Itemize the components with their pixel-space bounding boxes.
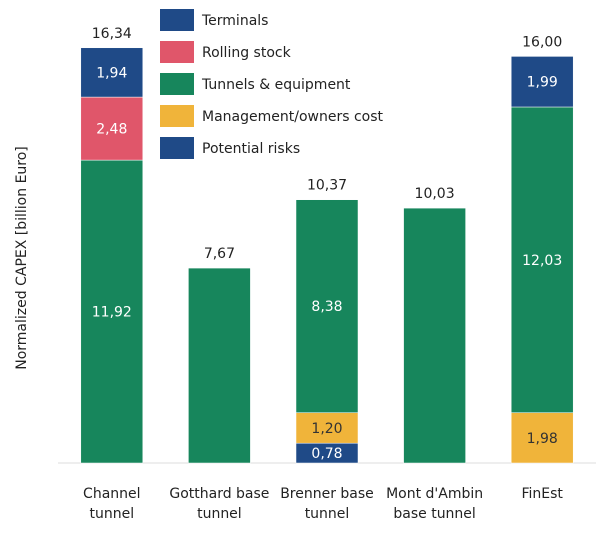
x-tick-label: Mont d'Ambin base tunnel bbox=[386, 486, 484, 522]
total-label: 10,03 bbox=[415, 186, 455, 202]
x-tick-label: Channel tunnel bbox=[83, 486, 141, 522]
legend-label: Terminals bbox=[201, 13, 268, 29]
legend-label: Rolling stock bbox=[202, 45, 292, 61]
segment-label: 2,48 bbox=[96, 122, 127, 138]
segment-label: 11,92 bbox=[92, 305, 132, 321]
bar-segment bbox=[510, 56, 574, 108]
legend-swatch bbox=[160, 137, 194, 159]
segment-label: 0,78 bbox=[311, 446, 342, 462]
bar-segment bbox=[295, 412, 359, 444]
segment-label: 1,20 bbox=[311, 421, 342, 437]
bar-segment bbox=[510, 412, 574, 464]
segment-label: 12,03 bbox=[522, 253, 562, 269]
legend-swatch bbox=[160, 41, 194, 63]
legend-swatch bbox=[160, 73, 194, 95]
segment-label: 1,99 bbox=[527, 75, 558, 91]
segment-label: 1,98 bbox=[527, 431, 558, 447]
x-tick-label: Brenner base tunnel bbox=[280, 486, 374, 522]
x-tick-label: FinEst bbox=[521, 486, 563, 502]
bar-segment bbox=[80, 47, 144, 98]
bar-segment bbox=[188, 267, 251, 464]
legend-label: Management/owners cost bbox=[202, 109, 383, 125]
legend-label: Potential risks bbox=[202, 141, 300, 157]
bar-segment bbox=[80, 159, 144, 464]
segment-label: 1,94 bbox=[96, 65, 127, 81]
bar-segment bbox=[403, 207, 466, 464]
y-axis-label: Normalized CAPEX [billion Euro] bbox=[14, 146, 30, 370]
bar-segment bbox=[80, 96, 144, 161]
legend-swatch bbox=[160, 9, 194, 31]
bar-segment bbox=[295, 199, 359, 413]
total-label: 10,37 bbox=[307, 177, 347, 193]
bar-segment bbox=[510, 106, 574, 413]
total-label: 7,67 bbox=[204, 246, 235, 262]
x-tick-label: Gotthard base tunnel bbox=[169, 486, 270, 522]
total-label: 16,00 bbox=[522, 34, 562, 50]
segment-label: 8,38 bbox=[311, 299, 342, 315]
legend-swatch bbox=[160, 105, 194, 127]
legend-label: Tunnels & equipment bbox=[201, 77, 351, 93]
total-label: 16,34 bbox=[92, 26, 132, 42]
